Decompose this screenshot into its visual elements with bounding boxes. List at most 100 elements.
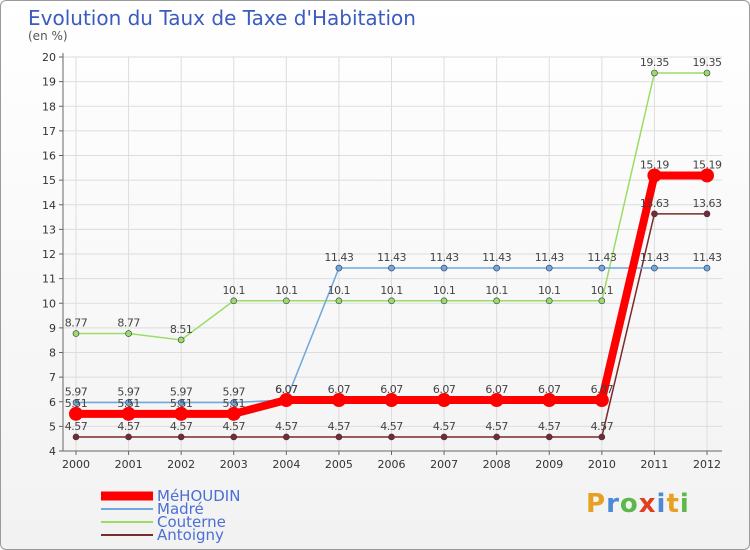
y-tick-label: 5 [49,420,56,433]
data-label: 13.63 [640,197,669,210]
data-label: 4.57 [538,420,561,433]
data-label: 11.43 [324,251,353,264]
data-label: 6.07 [275,383,298,396]
data-point [384,393,399,408]
data-point [177,336,185,344]
data-label: 8.77 [65,317,88,330]
data-label: 19.35 [640,56,669,69]
data-label: 13.63 [693,197,722,210]
data-label: 4.57 [170,420,193,433]
x-tick-label: 2011 [640,458,668,471]
y-tick-label: 10 [42,297,56,310]
data-point [703,264,711,272]
data-point [283,297,290,305]
data-label: 5.97 [117,385,140,398]
data-label: 10.1 [538,284,561,297]
data-point [545,264,553,272]
data-label: 15.19 [693,158,722,171]
data-label: 11.43 [535,251,564,264]
data-label: 10.1 [380,284,403,297]
data-point [177,433,185,441]
data-point [335,433,343,441]
y-tick-label: 17 [42,125,56,138]
y-tick-label: 14 [42,199,56,212]
data-label: 10.1 [591,284,614,297]
data-point [651,210,658,218]
data-point [703,210,711,218]
x-tick-label: 2004 [272,458,300,471]
data-point [69,406,83,421]
x-tick-label: 2000 [62,458,90,471]
y-tick-label: 12 [42,248,56,261]
data-label: 5.51 [117,397,140,410]
x-tick-label: 2002 [167,458,195,471]
y-tick-label: 16 [42,150,56,163]
data-point [542,393,557,408]
data-point [72,330,80,337]
data-label: 4.57 [275,420,298,433]
data-point [598,433,606,441]
x-tick-label: 2008 [483,458,511,471]
data-point [230,399,238,406]
data-label: 4.57 [380,420,403,433]
data-label: 19.35 [693,56,722,69]
data-label: 11.43 [377,251,406,264]
x-tick-label: 2001 [115,458,143,471]
y-tick-label: 18 [42,100,56,113]
data-point [493,433,500,441]
data-labels: 4.57 4.57 4.57 4.57 4.57 4.57 4.57 4.57 4.57 4.57… [65,56,723,433]
data-point [125,399,132,406]
data-point [651,69,658,77]
data-label: 4.57 [117,420,140,433]
y-tick-label: 6 [49,396,56,409]
x-tick-label: 2003 [220,458,248,471]
x-tick-label: 2012 [693,458,721,471]
data-label: 5.51 [170,397,193,410]
legend-label: Madré [157,500,204,518]
data-label: 6.07 [328,383,351,396]
data-label: 8.51 [170,323,193,336]
data-label: 5.97 [170,385,193,398]
series-lines [69,69,714,441]
data-point [651,264,658,272]
x-tick-label: 2010 [588,458,616,471]
data-point [440,433,448,441]
data-label: 6.07 [433,383,456,396]
data-point [440,264,448,272]
y-tick-label: 11 [42,273,56,286]
data-point [598,264,606,272]
chart-title: Evolution du Taux de Taxe d'Habitation [28,6,416,30]
data-point [283,433,290,441]
data-point [647,168,662,183]
data-point [230,297,238,305]
x-tick-label: 2007 [430,458,458,471]
data-label: 5.51 [223,397,246,410]
y-tick-label: 4 [49,445,56,458]
data-point [72,433,80,441]
data-point [335,297,343,305]
data-point [121,406,136,421]
legend-label: Antoigny [157,526,224,544]
data-label: 6.07 [591,383,614,396]
axes: 4 5 6 7 8 9 10 11 12 13 14 15 16 17 18 19 20 2000 2001 2002… [42,51,722,471]
data-point [703,69,711,77]
data-point [125,433,132,441]
data-point [72,399,80,406]
data-point [437,393,452,408]
data-point [489,393,504,408]
y-tick-label: 13 [42,223,56,236]
data-label: 4.57 [591,420,614,433]
data-point [594,393,609,408]
data-label: 6.07 [485,383,508,396]
data-point [388,297,395,305]
y-tick-label: 15 [42,174,56,187]
data-point [598,297,606,305]
data-point [545,433,553,441]
data-point [700,168,714,183]
data-label: 4.57 [65,420,88,433]
data-label: 11.43 [587,251,616,264]
legend-label: Couterne [157,513,226,531]
y-tick-label: 9 [49,322,56,335]
data-point [493,297,500,305]
